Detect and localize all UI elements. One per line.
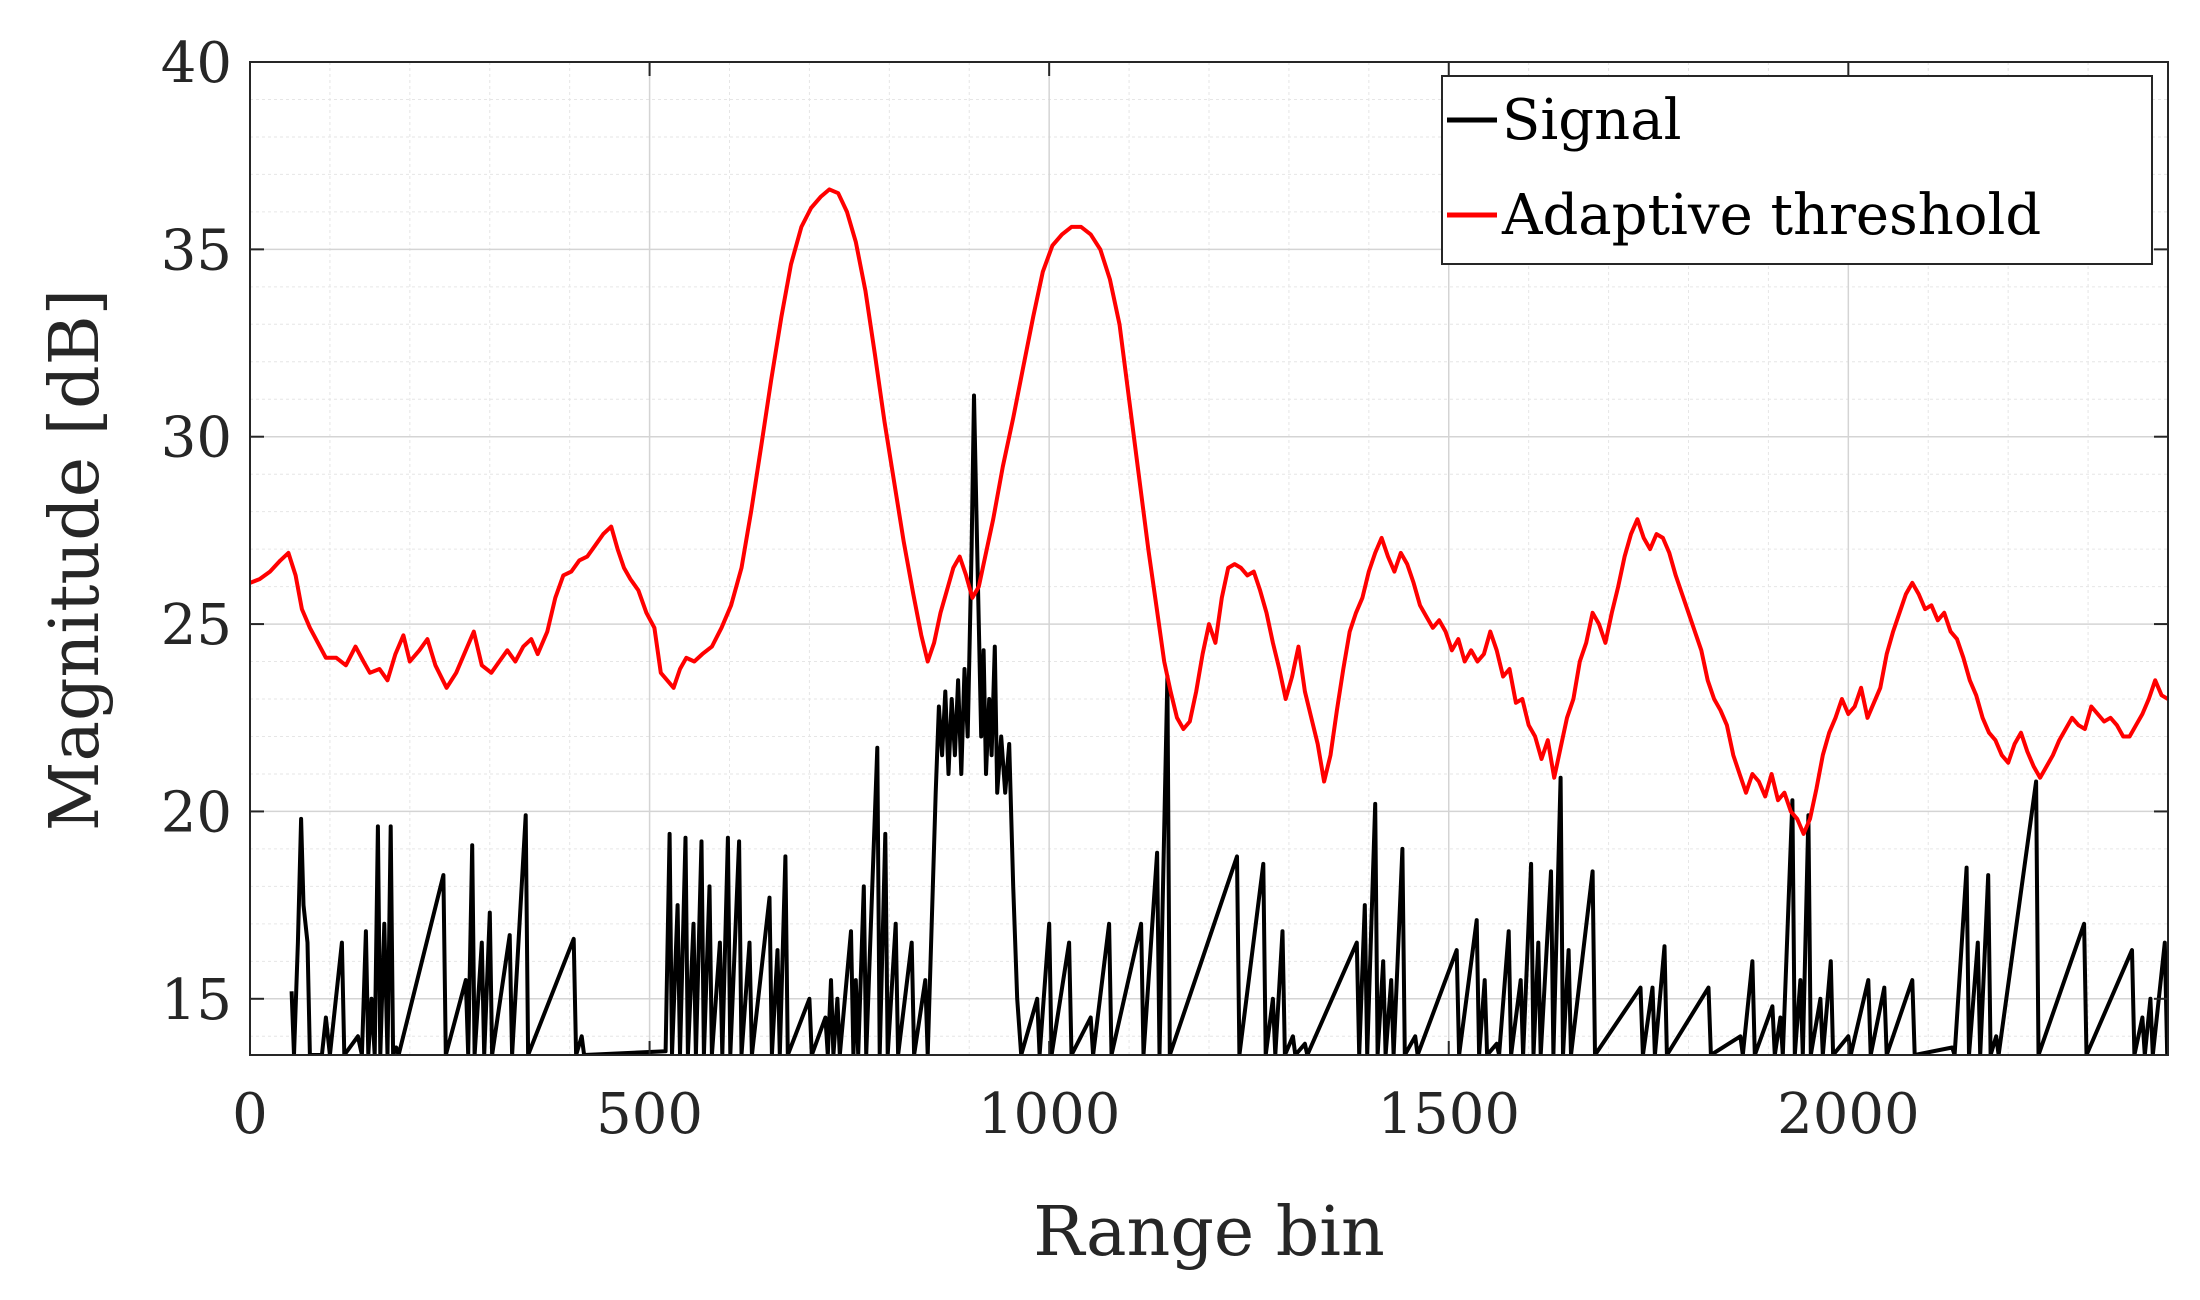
series-layer (250, 187, 2168, 1055)
legend: Signal Adaptive threshold (1441, 75, 2153, 265)
y-axis-label: Magnitude [dB] (36, 289, 115, 831)
y-tick-label-30: 30 (161, 406, 232, 471)
major-gridlines (250, 62, 2168, 1055)
legend-label-signal: Signal (1502, 88, 1681, 153)
y-tick-label-40: 40 (161, 31, 232, 96)
x-tick-label-500: 500 (596, 1082, 703, 1147)
x-tick-label-1500: 1500 (1377, 1082, 1520, 1147)
adaptive-threshold-line (250, 187, 2168, 836)
axis-ticks (249, 61, 2168, 1055)
x-axis-label: Range bin (1033, 1193, 1385, 1272)
y-tick-label-35: 35 (161, 218, 232, 283)
y-tick-label-20: 20 (161, 780, 232, 845)
x-tick-label-2000: 2000 (1777, 1082, 1920, 1147)
x-tick-label-1000: 1000 (978, 1082, 1121, 1147)
legend-label-adaptive-threshold: Adaptive threshold (1501, 183, 2041, 248)
x-tick-label-0: 0 (232, 1082, 268, 1147)
y-tick-label-25: 25 (161, 593, 232, 658)
tick-labels: 0 500 1000 1500 2000 15 20 25 30 35 40 (161, 31, 1920, 1147)
legend-box (1441, 75, 2153, 265)
signal-line (289, 393, 2168, 1055)
y-tick-label-15: 15 (161, 968, 232, 1033)
plot-area-border (249, 61, 2169, 1056)
